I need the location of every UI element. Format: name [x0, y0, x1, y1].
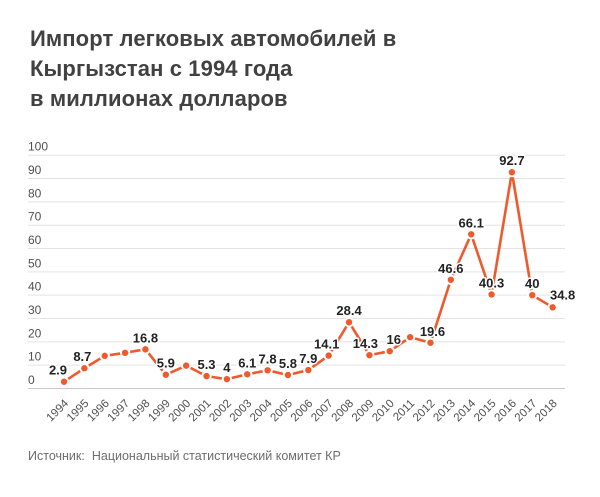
x-tick-label: 2005: [268, 398, 295, 425]
x-tick-label: 2010: [370, 398, 397, 425]
x-tick-label: 2011: [391, 398, 417, 424]
data-point-label: 14.3: [353, 336, 378, 351]
x-tick-label: 2006: [289, 398, 316, 425]
y-tick-label: 30: [28, 303, 42, 317]
data-point-label: 7.8: [259, 351, 277, 366]
data-point-label: 16.8: [133, 330, 158, 345]
y-tick-label: 20: [28, 326, 42, 340]
x-tick-label: 2016: [492, 398, 519, 425]
data-point: [221, 373, 233, 385]
x-tick-label: 1994: [45, 397, 72, 424]
data-point: [343, 317, 355, 328]
data-point: [384, 345, 395, 357]
data-point-label: 5.9: [157, 356, 175, 371]
source-line: Источник: Национальный статистический ком…: [28, 449, 341, 463]
data-point: [323, 350, 334, 361]
chart-title: Импорт легковых автомобилей в Кыргызстан…: [30, 26, 397, 111]
x-tick-label: 2004: [248, 397, 275, 424]
data-point: [201, 370, 212, 382]
data-point-label: 8.7: [73, 349, 91, 364]
data-point: [262, 365, 273, 376]
y-tick-label: 60: [28, 233, 42, 247]
source-text: Национальный статистический комитет КР: [91, 449, 341, 463]
data-point-label: 7.9: [299, 351, 317, 366]
x-tick-label: 1998: [126, 398, 153, 425]
data-point: [282, 369, 294, 381]
data-point-label: 19.6: [420, 324, 445, 339]
data-point-label: 2.9: [49, 363, 67, 378]
y-tick-label: 10: [28, 350, 42, 364]
y-tick-label: 100: [28, 140, 48, 154]
data-point-label: 92.7: [499, 153, 524, 168]
y-tick-label: 70: [28, 210, 42, 224]
data-point: [364, 349, 375, 361]
data-point-label: 6.1: [238, 355, 256, 370]
y-tick-label: 90: [28, 163, 42, 177]
data-point-label: 34.8: [550, 287, 575, 302]
data-point: [99, 350, 110, 362]
data-point: [180, 360, 192, 371]
import-line-chart: 0102030405060708090100199419951996199719…: [28, 140, 577, 425]
x-tick-label: 2003: [228, 398, 255, 425]
data-point-label: 28.4: [336, 303, 362, 318]
data-point: [547, 302, 558, 313]
data-point: [119, 347, 131, 359]
data-point: [506, 167, 518, 178]
data-point-label: 4: [223, 360, 231, 375]
x-tick-label: 2014: [452, 397, 479, 424]
y-tick-label: 80: [28, 186, 42, 200]
data-point-label: 14.1: [314, 337, 339, 352]
data-point-label: 5.3: [197, 357, 215, 372]
x-tick-label: 1999: [146, 398, 173, 425]
data-point: [140, 344, 151, 355]
data-point: [303, 364, 314, 376]
data-point: [445, 274, 457, 285]
y-tick-label: 40: [28, 280, 42, 294]
x-tick-label: 2017: [513, 398, 540, 425]
data-point: [160, 369, 172, 380]
y-tick-label: 0: [28, 373, 35, 387]
data-point-label: 5.8: [279, 356, 297, 371]
source-label: Источник:: [28, 449, 85, 463]
x-tick-label: 2012: [411, 398, 438, 425]
data-point: [527, 289, 538, 301]
data-point: [58, 376, 70, 387]
x-tick-label: 2015: [472, 398, 499, 425]
x-tick-label: 2002: [207, 398, 234, 425]
x-tick-label: 2008: [330, 398, 357, 425]
data-point-label: 16: [387, 332, 401, 347]
data-point: [466, 229, 477, 240]
data-point: [242, 369, 253, 380]
data-point: [404, 331, 416, 343]
x-tick-label: 2009: [350, 398, 377, 425]
x-tick-label: 1995: [65, 398, 92, 425]
x-tick-label: 2007: [309, 398, 336, 425]
data-point: [79, 363, 90, 374]
data-point-label: 40.3: [479, 275, 504, 290]
data-point: [425, 337, 436, 348]
x-tick-label: 2013: [431, 398, 458, 425]
x-tick-label: 2018: [533, 398, 560, 425]
data-point-label: 46.6: [438, 261, 463, 276]
x-tick-label: 1996: [85, 398, 112, 425]
data-point: [486, 289, 497, 300]
data-point-label: 40: [525, 276, 539, 291]
x-tick-label: 2000: [167, 398, 194, 425]
data-point-label: 66.1: [459, 215, 484, 230]
y-tick-label: 50: [28, 256, 42, 270]
x-tick-label: 2001: [187, 398, 214, 425]
x-tick-label: 1997: [106, 398, 133, 425]
